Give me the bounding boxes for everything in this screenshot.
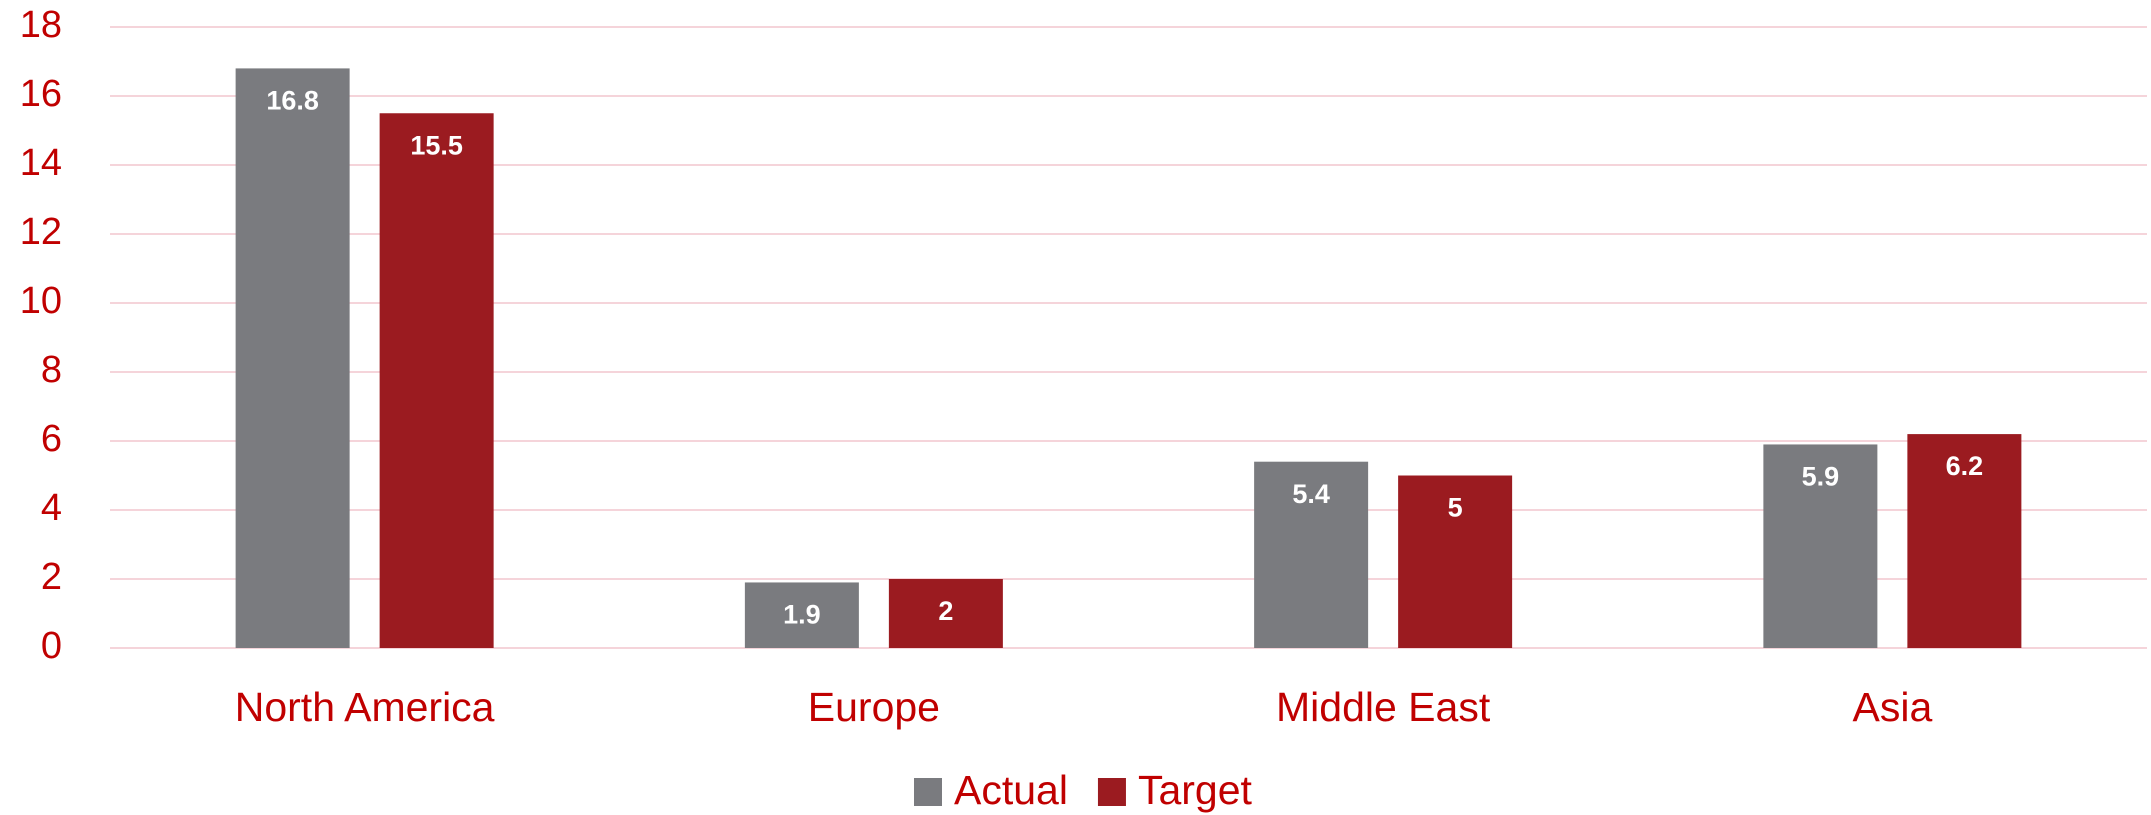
y-tick-label: 4 xyxy=(41,487,62,529)
bar xyxy=(235,68,350,648)
legend-label: Actual xyxy=(954,767,1068,813)
bar xyxy=(744,582,859,648)
x-tick-label: Europe xyxy=(808,684,940,730)
data-label: 6.2 xyxy=(1946,451,1984,481)
y-tick-label: 6 xyxy=(41,418,62,460)
bar xyxy=(1907,434,2022,648)
bar xyxy=(888,579,1003,648)
legend-swatch xyxy=(914,778,942,806)
y-tick-label: 2 xyxy=(41,556,62,598)
data-label: 5 xyxy=(1448,493,1463,523)
x-tick-label: North America xyxy=(235,684,495,730)
y-tick-label: 0 xyxy=(41,625,62,667)
bar xyxy=(379,113,494,648)
data-label: 1.9 xyxy=(783,600,821,630)
data-label: 5.4 xyxy=(1292,479,1330,509)
y-tick-label: 16 xyxy=(20,73,62,115)
data-label: 2 xyxy=(938,596,953,626)
bar xyxy=(1254,461,1369,648)
bar xyxy=(1763,444,1878,648)
x-tick-label: Asia xyxy=(1852,684,1932,730)
data-label: 5.9 xyxy=(1802,462,1840,492)
y-tick-label: 10 xyxy=(20,280,62,322)
legend-swatch xyxy=(1097,778,1126,806)
legend-label: Target xyxy=(1138,767,1253,813)
y-tick-label: 8 xyxy=(41,349,62,391)
y-tick-label: 12 xyxy=(20,211,62,253)
y-tick-label: 14 xyxy=(20,142,62,184)
bar xyxy=(1398,475,1513,648)
data-label: 15.5 xyxy=(410,130,463,160)
y-tick-label: 18 xyxy=(20,4,62,46)
x-tick-label: Middle East xyxy=(1276,684,1491,730)
data-label: 16.8 xyxy=(266,86,319,116)
